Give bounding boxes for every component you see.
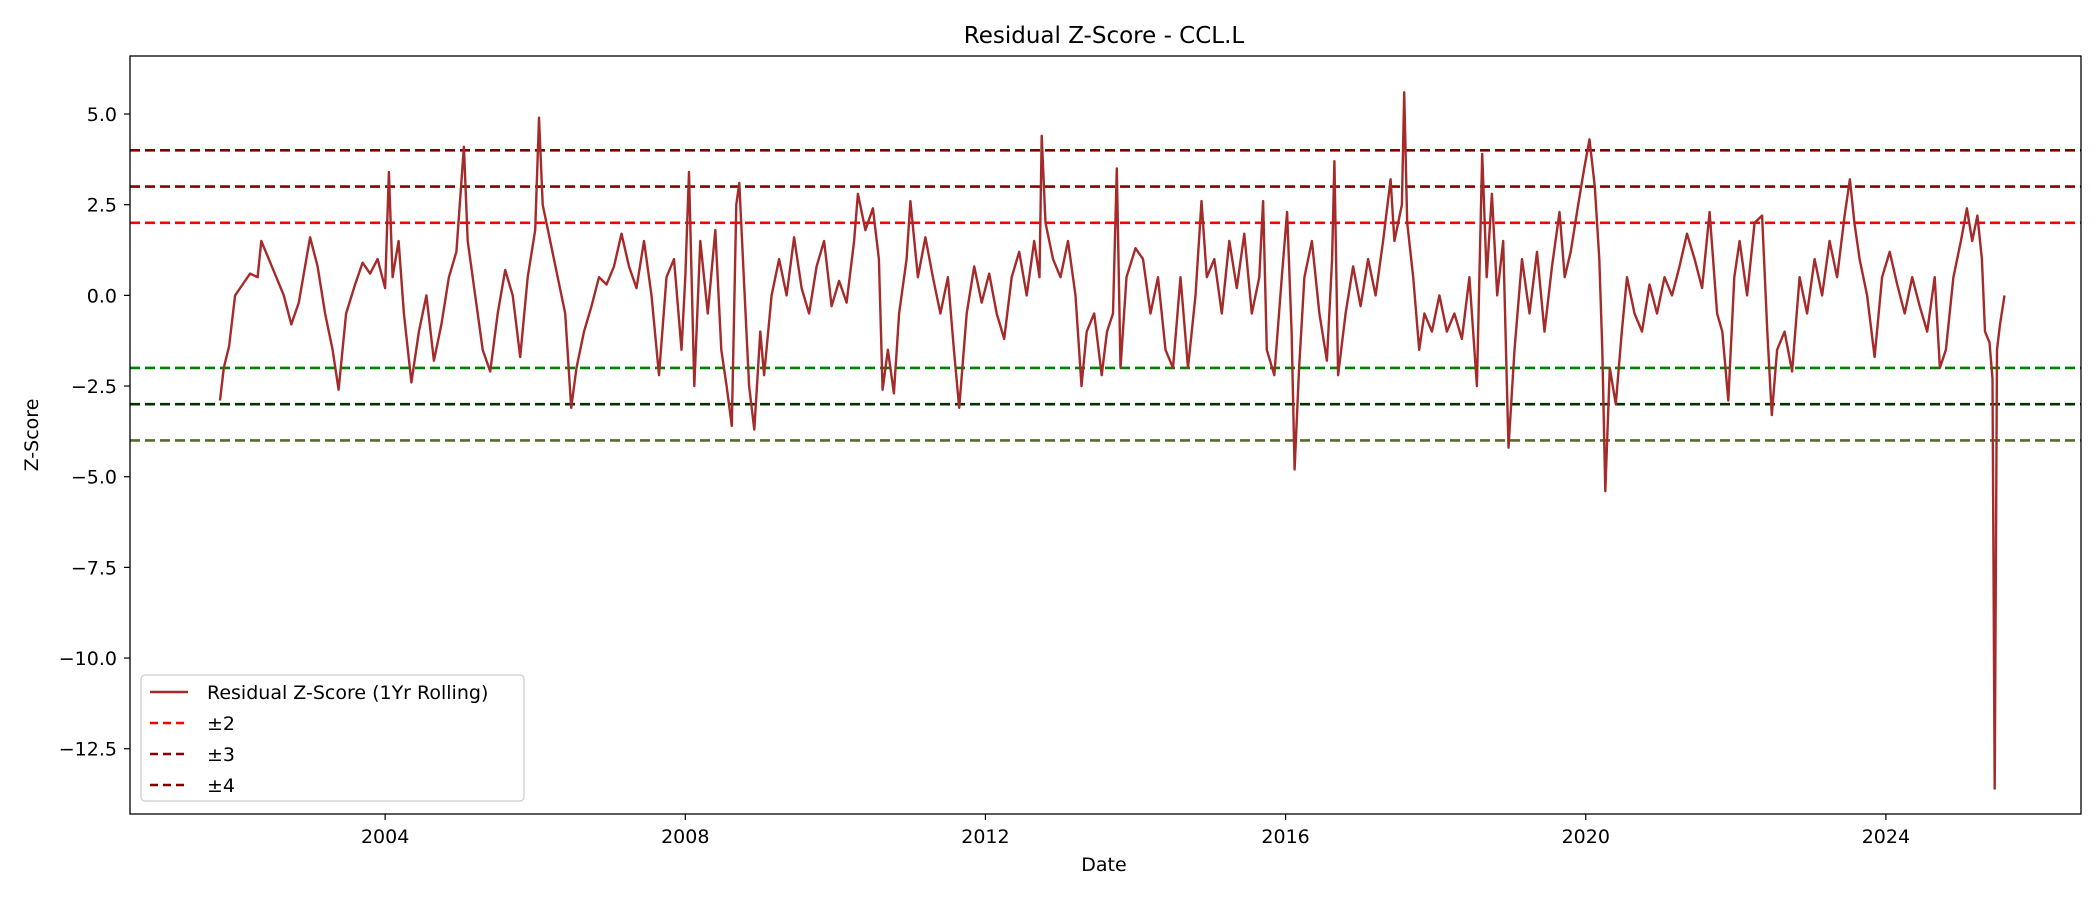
legend-label: Residual Z-Score (1Yr Rolling)	[207, 682, 488, 704]
x-axis-label: Date	[1081, 854, 1126, 876]
x-tick-label: 2020	[1562, 826, 1610, 848]
y-tick-label: −10.0	[59, 648, 117, 670]
legend-label: ±2	[207, 713, 235, 735]
legend-label: ±4	[207, 775, 235, 797]
x-tick-label: 2024	[1862, 826, 1910, 848]
y-tick-label: −2.5	[71, 376, 117, 398]
series-line-0	[218, 91, 2006, 790]
legend: Residual Z-Score (1Yr Rolling) ±2 ±3 ±4	[140, 674, 525, 802]
x-axis: 2004 2008 2012 2016 2020 2024	[361, 814, 1910, 848]
plot-frame	[129, 55, 2082, 815]
x-tick-label: 2004	[361, 826, 409, 848]
x-tick-label: 2016	[1261, 826, 1309, 848]
legend-box	[140, 674, 525, 802]
x-tick-label: 2008	[661, 826, 709, 848]
legend-label: ±3	[207, 744, 235, 766]
y-tick-label: 0.0	[87, 285, 117, 307]
y-tick-label: 5.0	[87, 104, 117, 126]
y-axis: 5.0 2.5 0.0 −2.5 −5.0 −7.5 −10.0 −12.5	[59, 104, 130, 761]
x-tick-label: 2012	[961, 826, 1009, 848]
chart-title: Residual Z-Score - CCL.L	[964, 23, 1245, 49]
plot-area	[130, 91, 2081, 790]
y-tick-label: −7.5	[71, 557, 117, 579]
y-tick-label: −12.5	[59, 739, 117, 761]
y-tick-label: 2.5	[87, 195, 117, 217]
y-axis-label: Z-Score	[21, 399, 43, 472]
y-tick-label: −5.0	[71, 467, 117, 489]
